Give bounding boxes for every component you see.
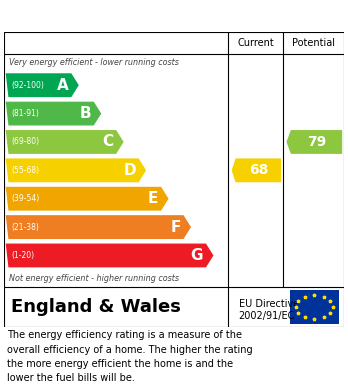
Text: 79: 79 (307, 135, 326, 149)
Text: (69-80): (69-80) (11, 138, 39, 147)
Text: (39-54): (39-54) (11, 194, 39, 203)
Polygon shape (232, 158, 281, 182)
Text: Potential: Potential (292, 38, 335, 48)
Text: England & Wales: England & Wales (11, 298, 181, 316)
Text: 68: 68 (249, 163, 268, 178)
Text: (55-68): (55-68) (11, 166, 39, 175)
Text: (1-20): (1-20) (11, 251, 34, 260)
Polygon shape (6, 215, 191, 239)
Text: EU Directive: EU Directive (239, 299, 299, 309)
Polygon shape (6, 187, 168, 211)
Text: (92-100): (92-100) (11, 81, 44, 90)
Text: E: E (148, 191, 158, 206)
Polygon shape (286, 130, 342, 154)
FancyBboxPatch shape (290, 290, 339, 324)
Text: C: C (102, 135, 113, 149)
Text: A: A (57, 78, 69, 93)
Text: F: F (171, 220, 181, 235)
Polygon shape (6, 244, 213, 267)
Text: 2002/91/EC: 2002/91/EC (239, 311, 295, 321)
Text: Very energy efficient - lower running costs: Very energy efficient - lower running co… (9, 58, 179, 67)
Text: Energy Efficiency Rating: Energy Efficiency Rating (13, 9, 215, 23)
Text: (21-38): (21-38) (11, 222, 39, 231)
Text: The energy efficiency rating is a measure of the
overall efficiency of a home. T: The energy efficiency rating is a measur… (7, 330, 253, 384)
Text: G: G (191, 248, 203, 263)
Polygon shape (6, 158, 146, 182)
Polygon shape (6, 73, 79, 97)
Text: Not energy efficient - higher running costs: Not energy efficient - higher running co… (9, 274, 179, 283)
Polygon shape (6, 102, 101, 126)
Polygon shape (6, 130, 124, 154)
Text: (81-91): (81-91) (11, 109, 39, 118)
Text: B: B (79, 106, 91, 121)
Text: Current: Current (237, 38, 274, 48)
Text: D: D (123, 163, 136, 178)
